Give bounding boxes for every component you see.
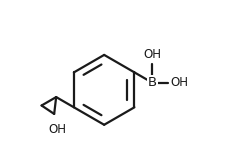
Text: OH: OH [48,123,66,136]
Text: B: B [147,76,156,89]
Text: OH: OH [142,48,161,61]
Text: OH: OH [170,76,188,89]
